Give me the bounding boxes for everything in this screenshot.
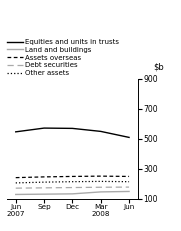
Legend: Equities and units in trusts, Land and buildings, Assets overseas, Debt securiti: Equities and units in trusts, Land and b… (7, 39, 119, 76)
Text: $b: $b (153, 62, 164, 71)
